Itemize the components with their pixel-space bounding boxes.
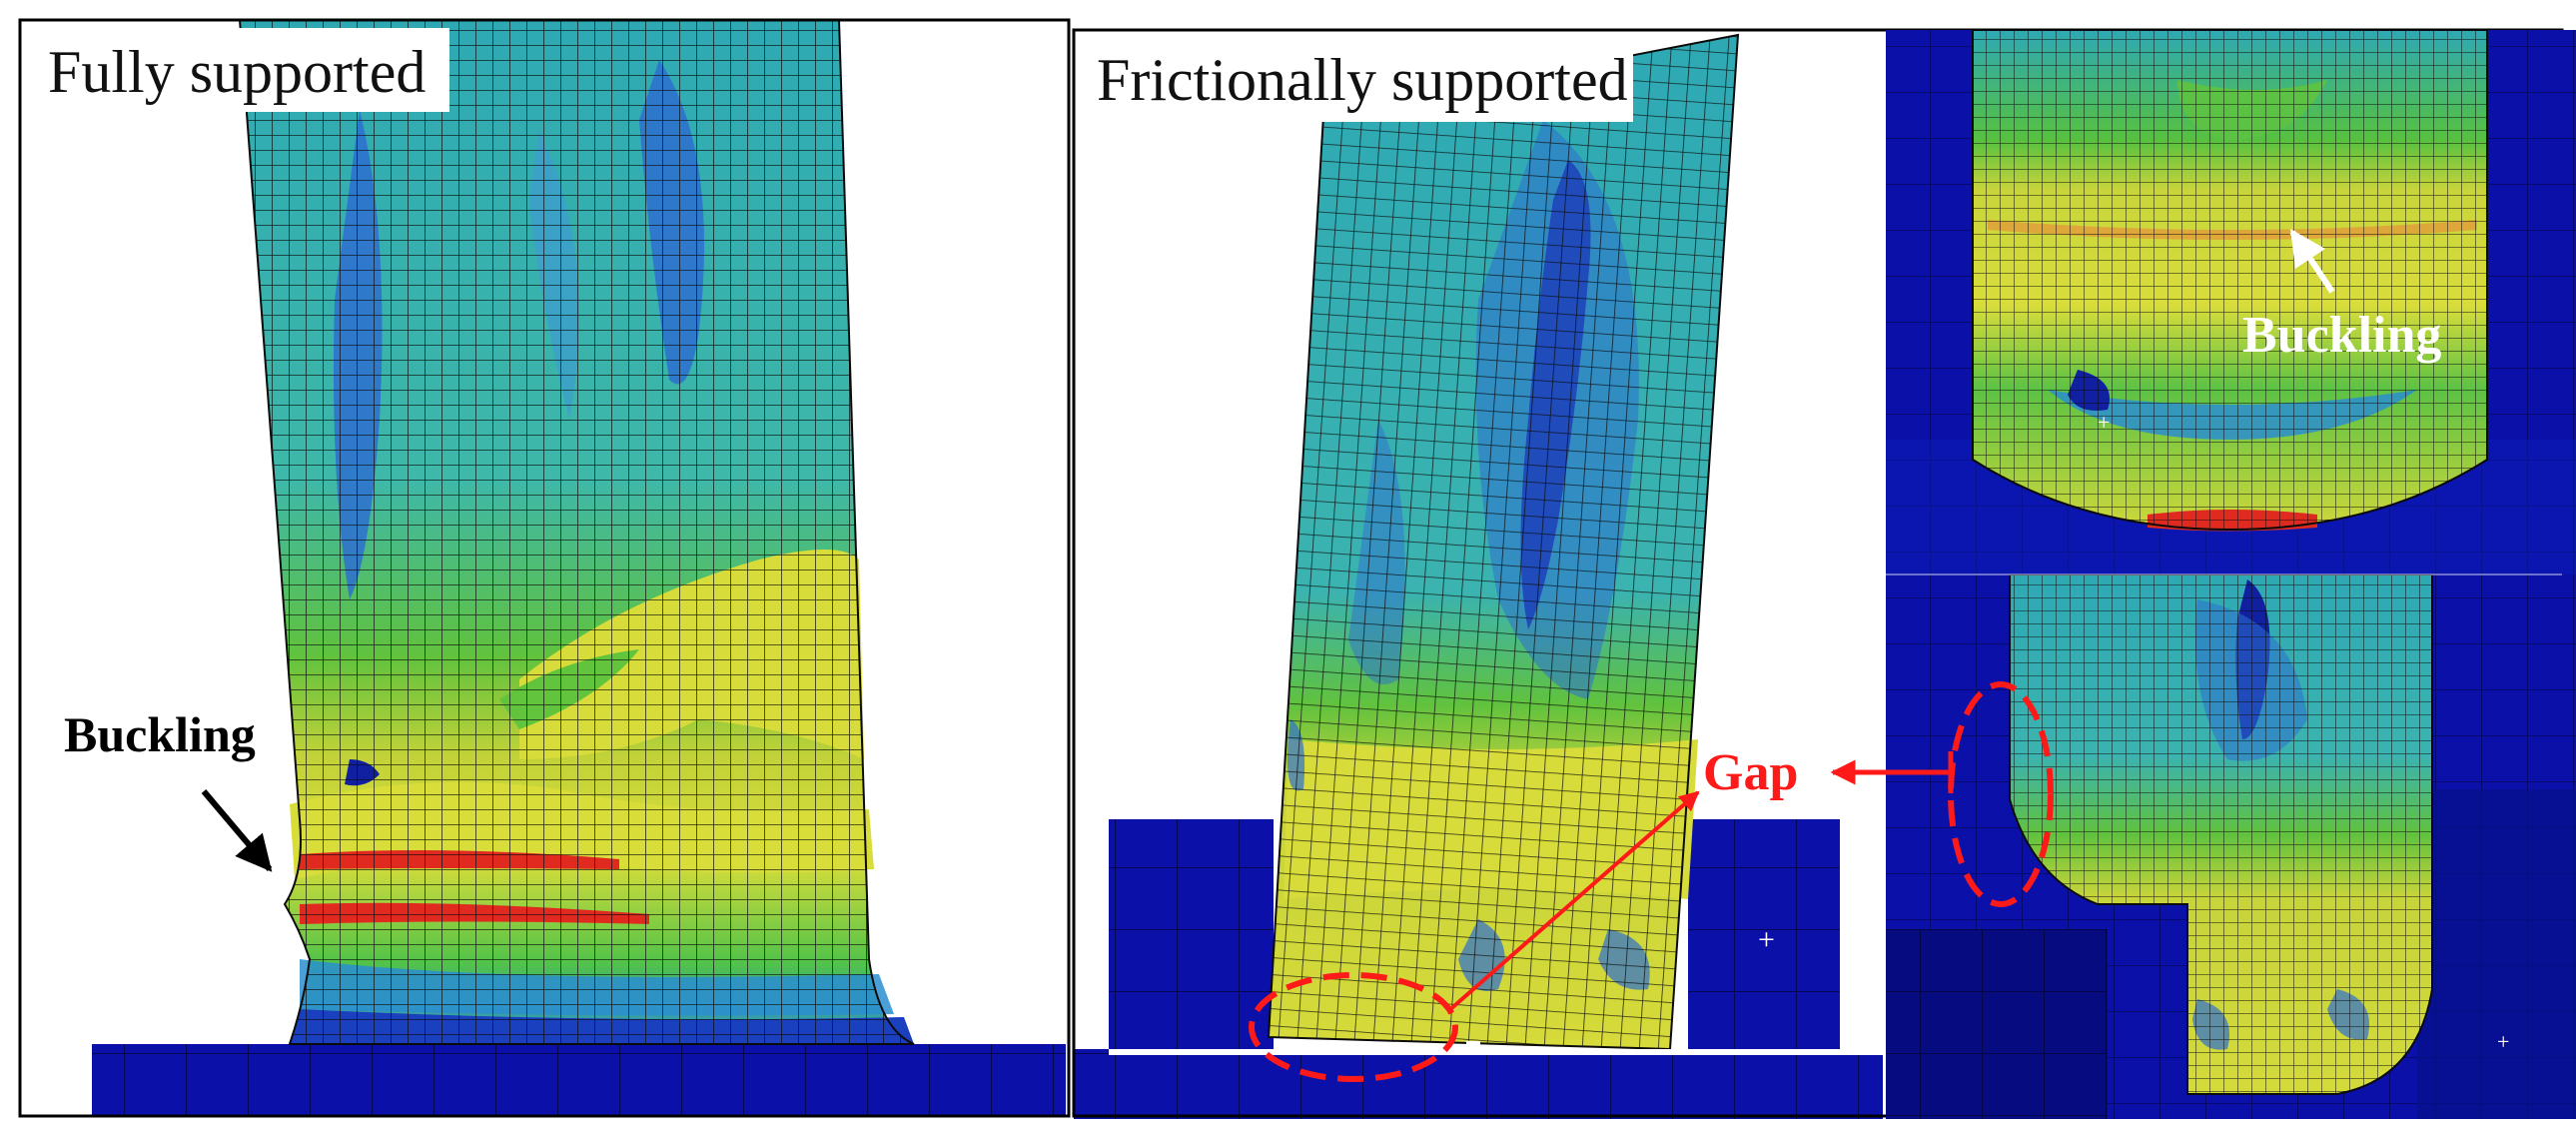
- svg-text:+: +: [2497, 1029, 2509, 1054]
- panel-title-left: Fully supported: [48, 39, 426, 105]
- buckling-arrow-left: [201, 789, 273, 872]
- buckling-label-left: Buckling: [64, 706, 256, 762]
- inset-top-buckling: +: [1886, 30, 2576, 574]
- svg-text:+: +: [2098, 410, 2110, 435]
- cylinder-top: [1972, 30, 2488, 532]
- panel-frame-left: [18, 18, 1071, 1118]
- base-block-mid: +: [1074, 819, 1883, 1119]
- panel-title-mid: Frictionally supported: [1097, 47, 1628, 113]
- gap-ellipse-inset: [1948, 681, 2054, 907]
- gap-arrow-mid: [1446, 790, 1700, 1013]
- title-box-mid: [1084, 38, 1633, 122]
- base-plate-left: [92, 1044, 1066, 1116]
- panel-fully-supported: [0, 20, 1069, 1119]
- cylinder-bottom: [2009, 574, 2433, 1095]
- tube-mid: [1267, 33, 1740, 1051]
- buckling-arrow-right: [2289, 229, 2335, 294]
- buckling-label-right: Buckling: [2242, 307, 2441, 364]
- tube-left: [238, 20, 915, 1045]
- svg-text:+: +: [1758, 923, 1775, 956]
- title-box-left: [30, 28, 449, 112]
- gap-label: Gap: [1703, 744, 1798, 801]
- inset-bottom-gap: +: [1886, 574, 2576, 1119]
- panel-frictionally-supported: +: [1074, 30, 1883, 1119]
- gap-ellipse-mid: [1249, 972, 1458, 1082]
